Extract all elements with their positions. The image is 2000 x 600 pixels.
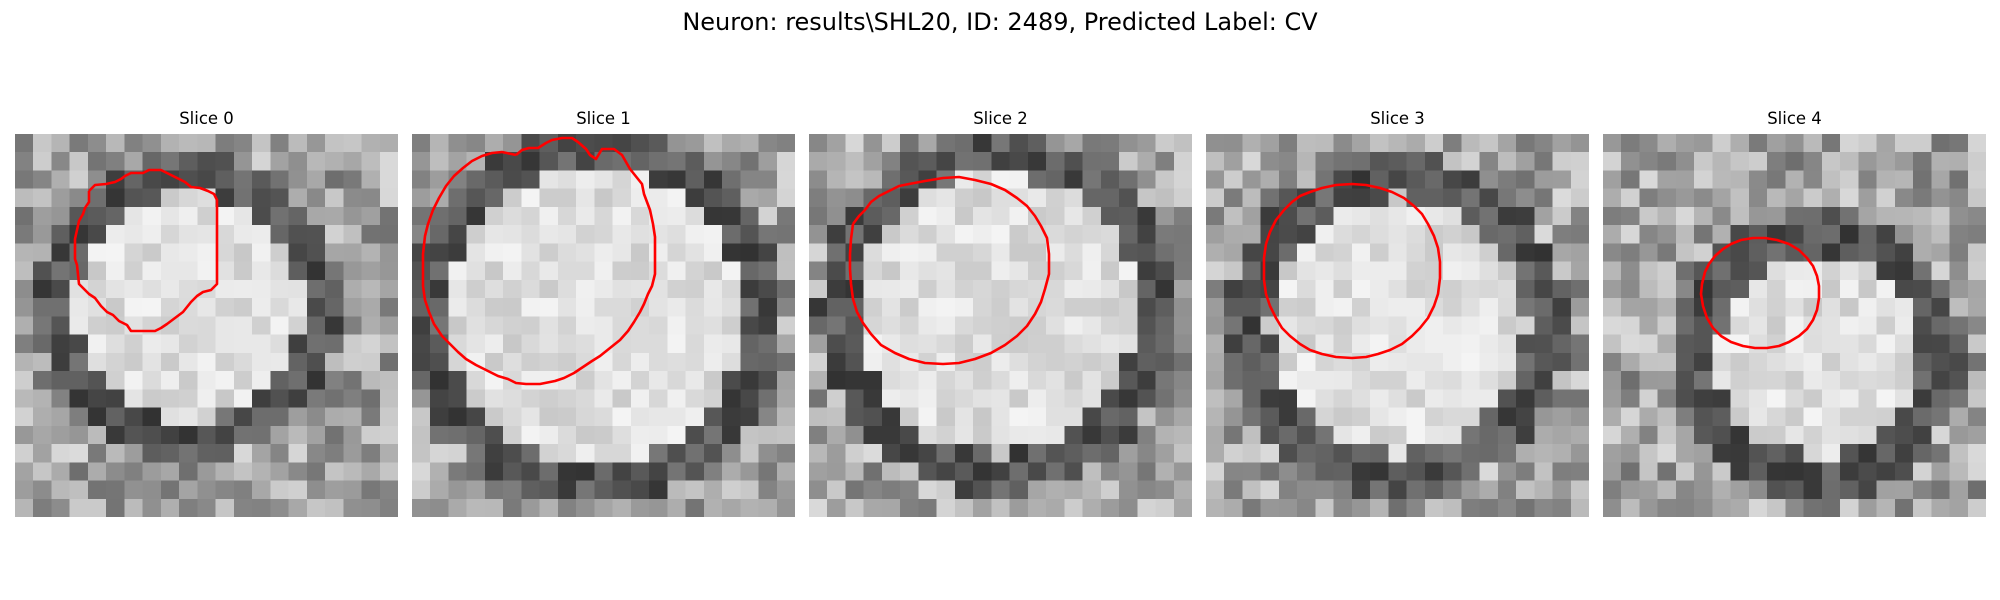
segmentation-contour-3 xyxy=(1262,182,1442,360)
segmentation-contour-0 xyxy=(73,168,219,333)
slice-image-1 xyxy=(412,134,795,517)
slice-panel-2: Slice 2 xyxy=(809,108,1192,517)
contour-line-1 xyxy=(421,136,657,386)
slice-panel-3: Slice 3 xyxy=(1206,108,1589,517)
contour-line-2 xyxy=(848,175,1051,366)
segmentation-contour-1 xyxy=(421,136,657,386)
contour-line-3 xyxy=(1262,182,1442,360)
segmentation-contour-4 xyxy=(1699,236,1821,350)
slice-title-2: Slice 2 xyxy=(973,109,1028,128)
microscopy-image-4 xyxy=(1603,134,1986,517)
slice-panel-4: Slice 4 xyxy=(1603,108,1986,517)
figure-title: Neuron: results\SHL20, ID: 2489, Predict… xyxy=(682,8,1318,36)
microscopy-image-2 xyxy=(809,134,1192,517)
slice-title-3: Slice 3 xyxy=(1370,109,1425,128)
microscopy-image-3 xyxy=(1206,134,1589,517)
slice-panel-1: Slice 1 xyxy=(412,108,795,517)
slice-title-4: Slice 4 xyxy=(1767,109,1822,128)
microscopy-image-0 xyxy=(15,134,398,517)
slice-title-0: Slice 0 xyxy=(179,109,234,128)
slice-image-2 xyxy=(809,134,1192,517)
slice-title-1: Slice 1 xyxy=(576,109,631,128)
segmentation-contour-2 xyxy=(848,175,1051,366)
slice-image-3 xyxy=(1206,134,1589,517)
slice-image-4 xyxy=(1603,134,1986,517)
slice-image-0 xyxy=(15,134,398,517)
contour-line-4 xyxy=(1699,236,1821,350)
contour-line-0 xyxy=(73,168,219,333)
slice-panel-0: Slice 0 xyxy=(15,108,398,517)
microscopy-image-1 xyxy=(412,134,795,517)
